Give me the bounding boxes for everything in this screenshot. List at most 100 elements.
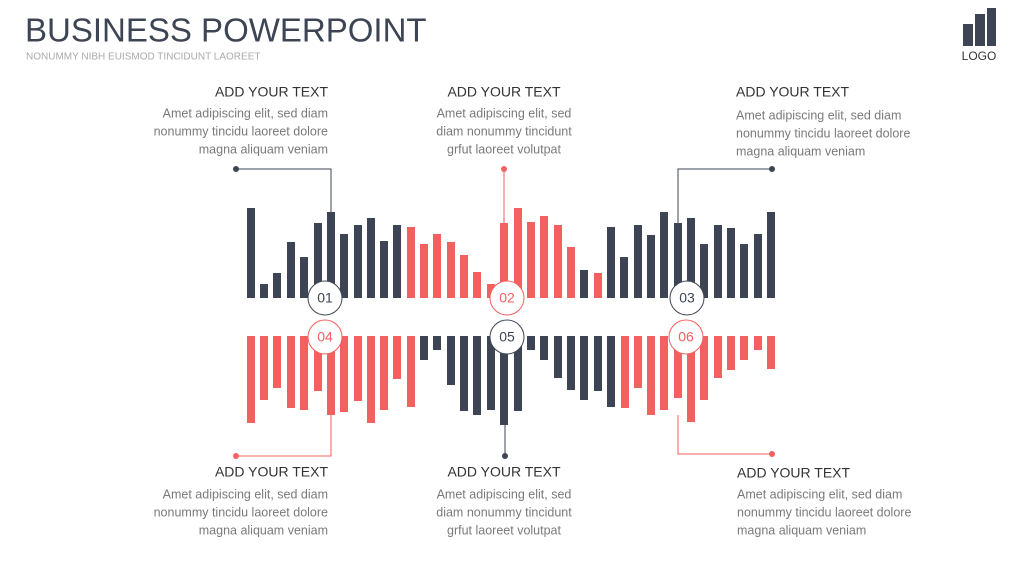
bar xyxy=(354,336,362,401)
badge-number: 05 xyxy=(499,329,515,345)
body-line: grfut laoreet volutpat xyxy=(447,142,561,156)
body-line: nonummy tincidu laoreet dolore xyxy=(154,124,328,138)
bar xyxy=(314,223,322,298)
bar xyxy=(621,336,629,408)
bar xyxy=(433,234,441,298)
connector xyxy=(677,415,772,455)
badge-number: 02 xyxy=(499,290,515,306)
body-line: nonummy tincidu laoreet dolore xyxy=(736,126,910,140)
bar xyxy=(393,336,401,379)
bar xyxy=(514,336,522,411)
bar xyxy=(647,235,655,298)
bar xyxy=(620,257,628,298)
bar xyxy=(594,336,602,391)
badge xyxy=(307,319,343,355)
body-line: magna aliquam veniam xyxy=(737,523,866,537)
bar xyxy=(407,227,415,298)
bar xyxy=(247,208,255,298)
bar xyxy=(540,336,548,360)
bar xyxy=(700,244,708,298)
subtitle: NONUMMY NIBH EUISMOD TINCIDUNT LAOREET xyxy=(26,52,260,63)
body-line: diam nonummy tincidunt xyxy=(436,124,572,138)
bar xyxy=(433,336,441,350)
dot xyxy=(233,453,239,459)
bar xyxy=(287,336,295,408)
body-line: grfut laoreet volutpat xyxy=(447,523,561,537)
bar xyxy=(554,225,562,298)
heading: ADD YOUR TEXT xyxy=(215,84,329,100)
bar xyxy=(674,223,682,298)
badge-number: 01 xyxy=(317,290,333,306)
bar xyxy=(580,270,588,298)
bar xyxy=(634,336,642,388)
connector xyxy=(236,415,332,457)
heading: ADD YOUR TEXT xyxy=(447,464,561,480)
badge xyxy=(669,280,705,316)
dot xyxy=(769,451,775,457)
bar xyxy=(273,336,281,388)
bar xyxy=(273,273,281,298)
body-line: magna aliquam veniam xyxy=(199,523,328,537)
body-line: nonummy tincidu laoreet dolore xyxy=(737,505,911,519)
top-bars xyxy=(247,208,775,298)
dot xyxy=(501,166,507,172)
bar xyxy=(500,223,508,298)
bar xyxy=(380,336,388,410)
bar xyxy=(300,336,308,410)
bar xyxy=(727,336,735,370)
bar xyxy=(567,247,575,298)
bar xyxy=(527,336,535,350)
bar xyxy=(407,336,415,407)
bar xyxy=(260,336,268,400)
badge-number: 06 xyxy=(678,329,694,345)
bar xyxy=(634,225,642,298)
bar xyxy=(420,336,428,360)
bar xyxy=(314,336,322,391)
bar xyxy=(354,225,362,298)
bar xyxy=(380,241,388,298)
bar xyxy=(767,212,775,298)
bar xyxy=(340,234,348,298)
bar xyxy=(473,272,481,298)
badge xyxy=(489,280,525,316)
bar xyxy=(687,218,695,298)
bar xyxy=(447,242,455,298)
bar xyxy=(607,336,615,407)
bar xyxy=(514,208,522,298)
logo-icon xyxy=(963,8,996,46)
dot xyxy=(769,166,775,172)
heading: ADD YOUR TEXT xyxy=(736,84,850,100)
body-line: magna aliquam veniam xyxy=(199,142,328,156)
bar xyxy=(767,336,775,369)
bar xyxy=(367,336,375,423)
heading: ADD YOUR TEXT xyxy=(737,465,851,481)
body-line: Amet adipiscing elit, sed xyxy=(437,106,572,120)
bar xyxy=(700,336,708,400)
bar xyxy=(740,336,748,360)
bar xyxy=(754,336,762,350)
badge xyxy=(307,280,343,316)
bar xyxy=(567,336,575,390)
bar xyxy=(660,212,668,298)
bar xyxy=(460,255,468,298)
body-line: Amet adipiscing elit, sed diam xyxy=(736,108,901,122)
bar xyxy=(327,212,335,298)
bar xyxy=(393,225,401,298)
bar xyxy=(420,244,428,298)
heading: ADD YOUR TEXT xyxy=(447,84,561,100)
bottom-bars xyxy=(247,336,775,425)
body-line: diam nonummy tincidunt xyxy=(436,505,572,519)
connector xyxy=(677,168,772,223)
title: BUSINESS POWERPOINT xyxy=(25,12,427,49)
bar xyxy=(714,336,722,378)
bar xyxy=(247,336,255,423)
bar xyxy=(727,228,735,298)
badge xyxy=(489,319,525,355)
body-line: Amet adipiscing elit, sed diam xyxy=(737,487,902,501)
body-line: magna aliquam veniam xyxy=(736,144,865,158)
dot xyxy=(233,166,239,172)
body-line: Amet adipiscing elit, sed diam xyxy=(163,106,328,120)
bar xyxy=(594,273,602,298)
bar xyxy=(340,336,348,412)
badge-number: 03 xyxy=(679,290,695,306)
